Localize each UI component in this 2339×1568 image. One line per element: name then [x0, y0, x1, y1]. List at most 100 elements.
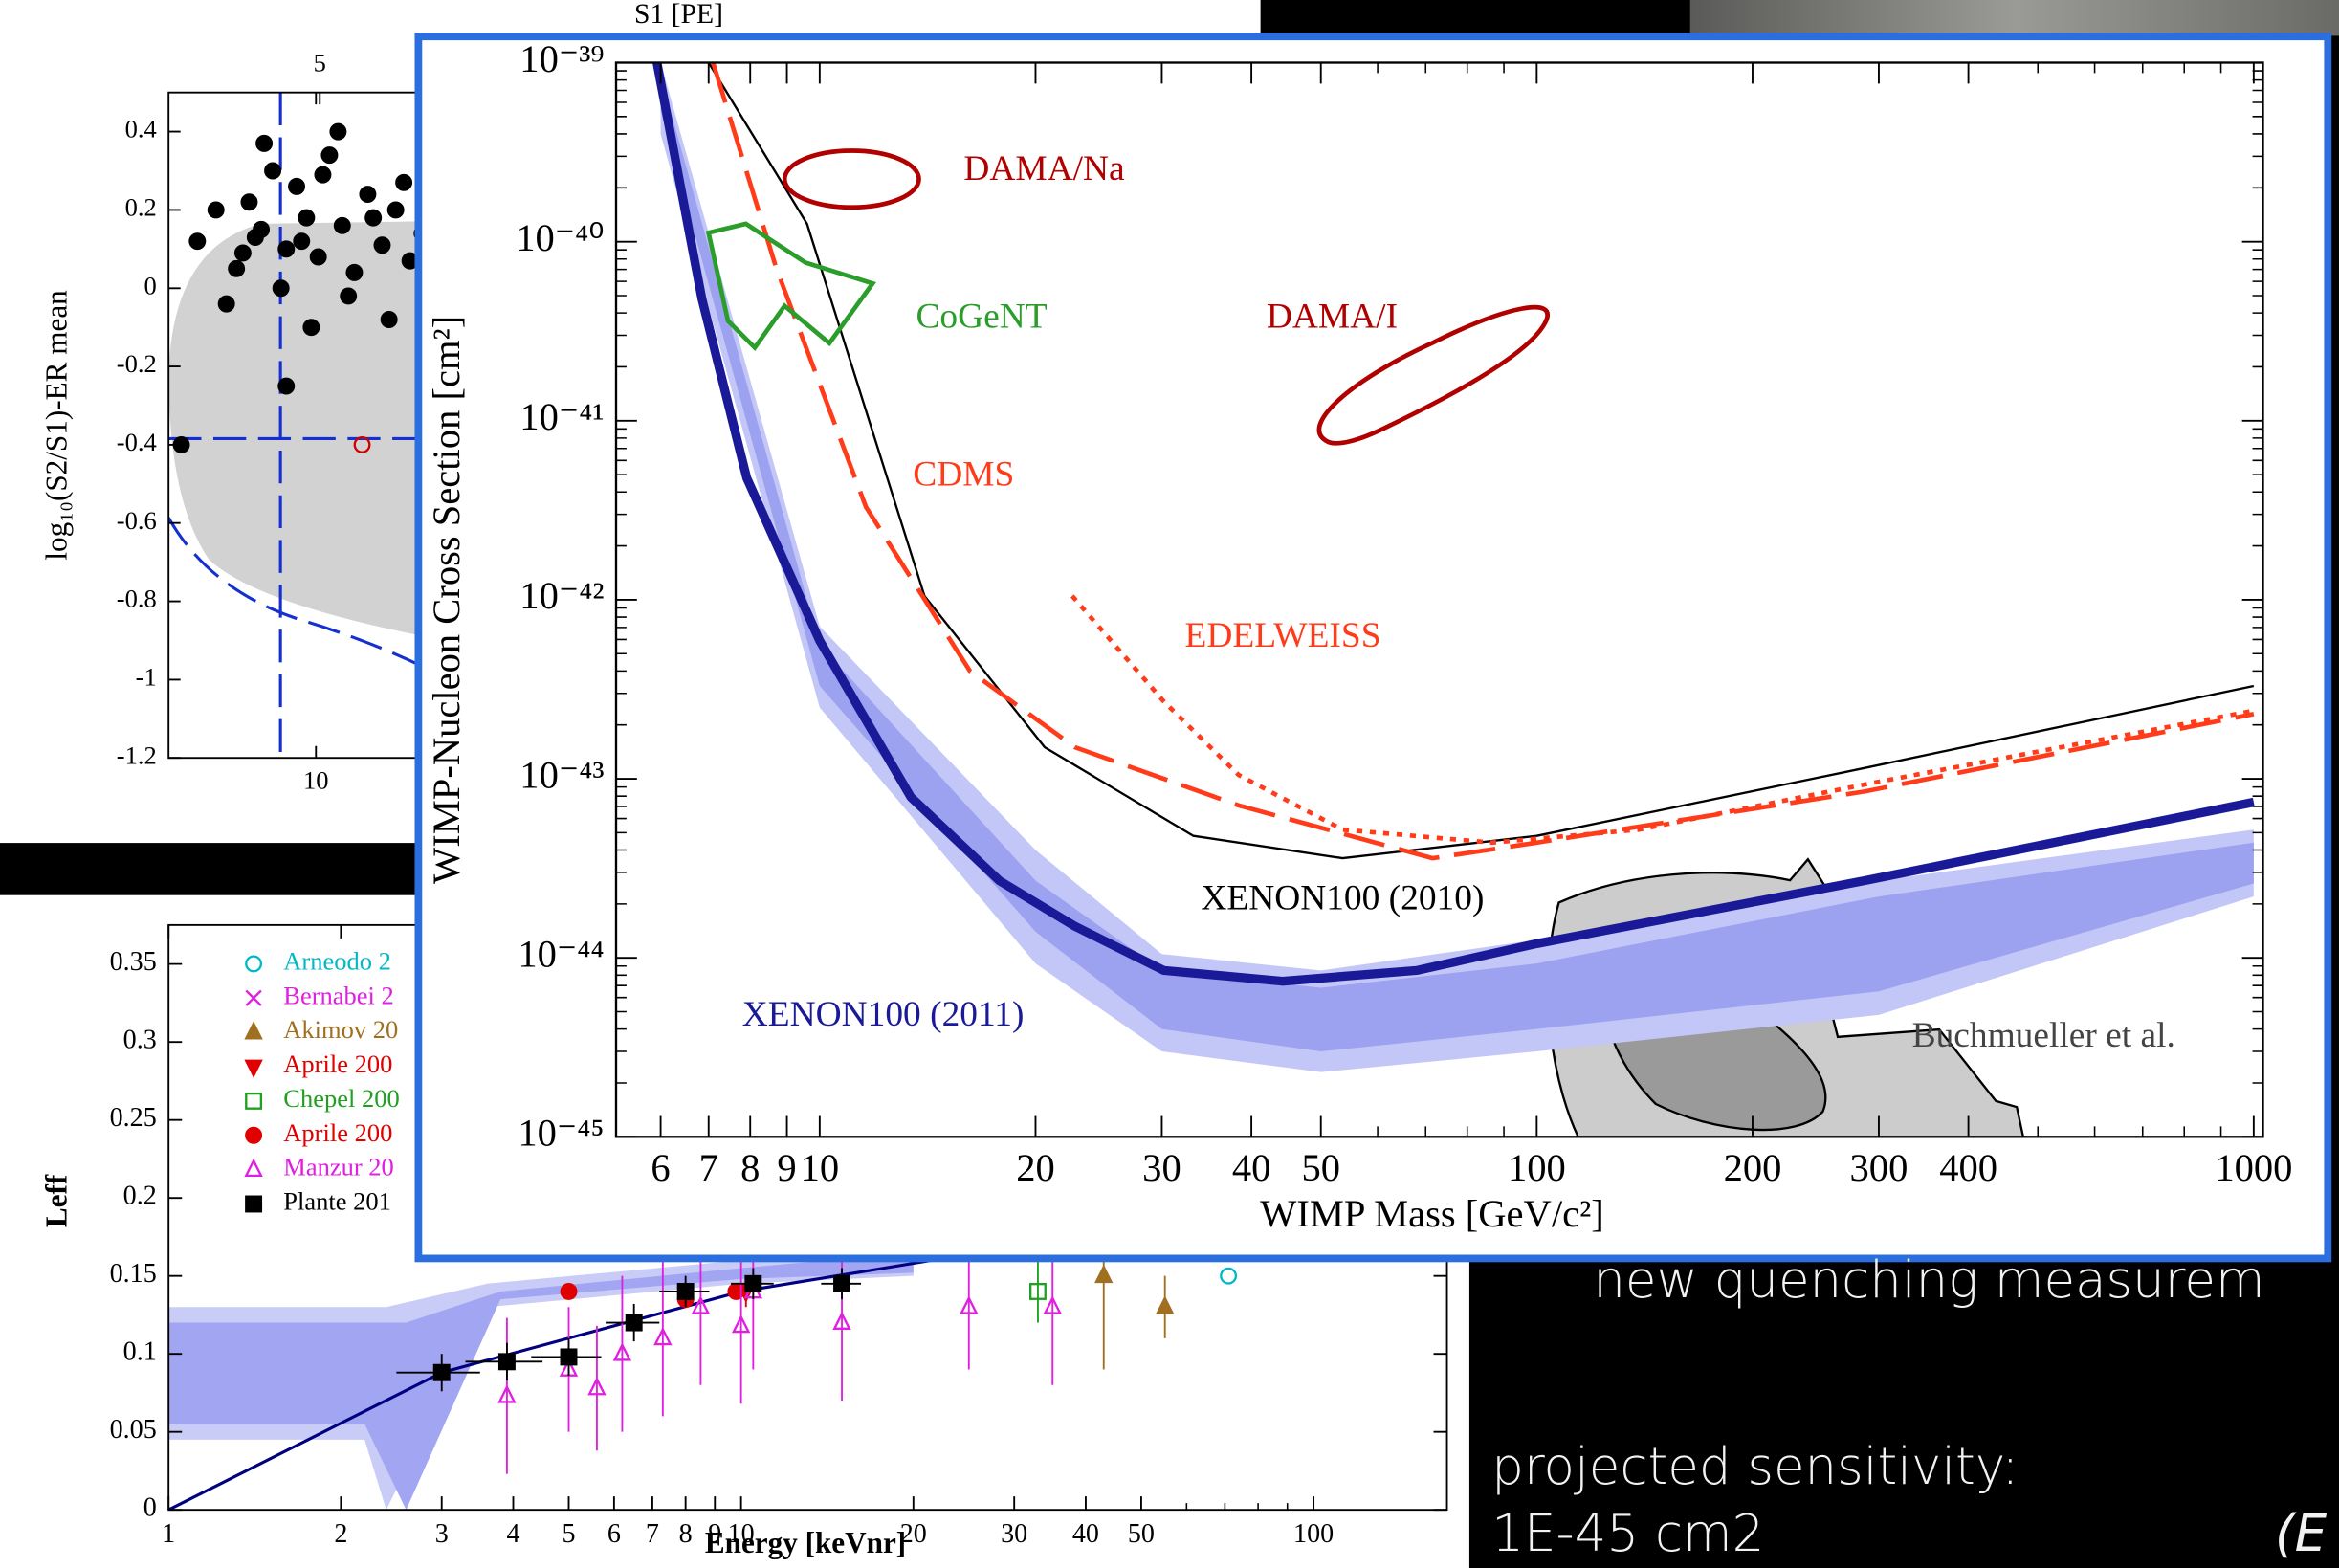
x-tick-label: 7: [699, 1146, 718, 1189]
y-tick-label: -0.2: [117, 349, 157, 378]
y-tick-label: -0.4: [117, 428, 157, 456]
x-tick-label: 10: [801, 1146, 840, 1189]
series-label: EDELWEISS: [1185, 616, 1381, 655]
x-tick-label: 100: [1508, 1146, 1566, 1189]
y-tick-label: 0: [143, 271, 156, 299]
y-tick-label: 0.3: [123, 1026, 157, 1055]
x-tick-label: 6: [651, 1146, 670, 1189]
point: [335, 218, 350, 233]
annotation: DAMA/I: [1267, 297, 1398, 336]
x-tick-label: 30: [1001, 1519, 1027, 1549]
point: [256, 136, 272, 151]
y-axis-label: log₁₀(S2/S1)-ER mean: [40, 290, 74, 561]
annotation: Buchmueller et al.: [1912, 1016, 2175, 1055]
y-tick-label: 0.2: [123, 1182, 157, 1211]
legend-label: Chepel 200: [283, 1084, 399, 1113]
slide-text: new quenching measurem: [1593, 1250, 2264, 1310]
annotation: CoGeNT: [916, 297, 1047, 336]
y-tick-label: -1: [136, 662, 157, 691]
x-tick-label: 1: [162, 1519, 175, 1549]
point: [311, 250, 326, 265]
series-label: XENON100 (2011): [742, 995, 1025, 1034]
point: [562, 1350, 577, 1365]
limit-chart: WIMP Mass [GeV/c²] WIMP-Nucleon Cross Se…: [418, 36, 2328, 1258]
y-tick-label: -1.2: [117, 740, 157, 769]
point: [274, 280, 289, 296]
y-tick-label: 10⁻³⁹: [519, 37, 604, 80]
y-tick-label: 0.05: [110, 1415, 157, 1445]
point: [294, 233, 309, 249]
slide-text: (E: [2275, 1504, 2328, 1563]
legend-label: Aprile 200: [283, 1049, 392, 1078]
x2-tick-label: 5: [314, 49, 326, 77]
point: [375, 237, 390, 253]
slide-text: projected sensitivity:: [1491, 1437, 2019, 1496]
point: [209, 203, 224, 218]
x-tick-label: 50: [1301, 1146, 1340, 1189]
point: [746, 1276, 761, 1292]
legend-label: Arneodo 2: [283, 946, 391, 975]
x-tick-label: 5: [562, 1519, 575, 1549]
y-tick-label: 0.25: [110, 1103, 157, 1133]
y-tick-label: -0.8: [117, 585, 157, 613]
point: [382, 312, 397, 327]
point: [278, 242, 294, 257]
y-tick-label: 0.4: [125, 115, 157, 144]
legend-label: Akimov 20: [283, 1015, 398, 1044]
slide-text: 1E-45 cm2: [1491, 1504, 1764, 1563]
point: [361, 187, 376, 202]
point: [235, 246, 251, 261]
y-axis-label: WIMP-Nucleon Cross Section [cm²]: [425, 316, 468, 884]
point: [627, 1315, 642, 1331]
x-tick-label: 7: [646, 1519, 659, 1549]
y-tick-label: 10⁻⁴⁴: [518, 932, 604, 975]
y-tick-label: 0.35: [110, 947, 157, 977]
y-tick-label: 10⁻⁴⁵: [518, 1112, 604, 1155]
y-tick-label: 10⁻⁴³: [519, 753, 604, 796]
y-tick-label: -0.6: [117, 506, 157, 535]
page: S1 [PE] log₁₀(S2/S1)-ER mean 0.4 0.2 0 -0.2…: [0, 0, 2339, 1568]
point: [562, 1284, 577, 1299]
x-tick-label: 200: [1724, 1146, 1782, 1189]
y-tick-label: 10⁻⁴⁰: [516, 216, 604, 259]
x-tick-label: 9: [777, 1146, 796, 1189]
legend-label: Bernabei 2: [283, 981, 394, 1009]
point: [388, 203, 404, 218]
x-tick-label: 400: [1939, 1146, 1997, 1189]
point: [396, 175, 411, 190]
legend-marker: [246, 1128, 261, 1143]
y-tick-label: 0.15: [110, 1259, 157, 1289]
y-tick-label: 10⁻⁴¹: [519, 395, 604, 438]
point: [265, 164, 280, 179]
legend-marker: [246, 1197, 261, 1212]
point: [304, 320, 320, 335]
x-tick-label: 100: [1293, 1519, 1334, 1549]
x-axis-label: WIMP Mass [GeV/c²]: [1260, 1192, 1604, 1235]
point: [248, 230, 263, 245]
point: [331, 124, 346, 140]
x-tick-label: 10: [303, 765, 328, 794]
point: [278, 379, 294, 394]
point: [190, 233, 206, 249]
y-tick-label: 0: [143, 1493, 157, 1523]
point: [242, 194, 257, 210]
series-label: CDMS: [913, 455, 1014, 495]
photo: [1690, 0, 2339, 35]
x-tick-label: 8: [679, 1519, 693, 1549]
x-tick-label: 2: [334, 1519, 347, 1549]
point: [434, 1365, 450, 1380]
legend-label: Aprile 200: [283, 1118, 392, 1147]
x2-axis-label: S1 [PE]: [634, 0, 723, 30]
legend-label: Plante 201: [283, 1187, 391, 1216]
x-tick-label: 1000: [2215, 1146, 2292, 1189]
point: [341, 289, 356, 304]
point: [678, 1284, 694, 1299]
x-tick-label: 3: [435, 1519, 449, 1549]
x-tick-label: 8: [740, 1146, 760, 1189]
y-axis-label: Leff: [40, 1174, 74, 1227]
x-tick-label: 6: [607, 1519, 621, 1549]
point: [499, 1355, 515, 1370]
annotation: DAMA/Na: [963, 149, 1125, 188]
x-tick-label: 50: [1128, 1519, 1155, 1549]
x-tick-label: 40: [1072, 1519, 1099, 1549]
